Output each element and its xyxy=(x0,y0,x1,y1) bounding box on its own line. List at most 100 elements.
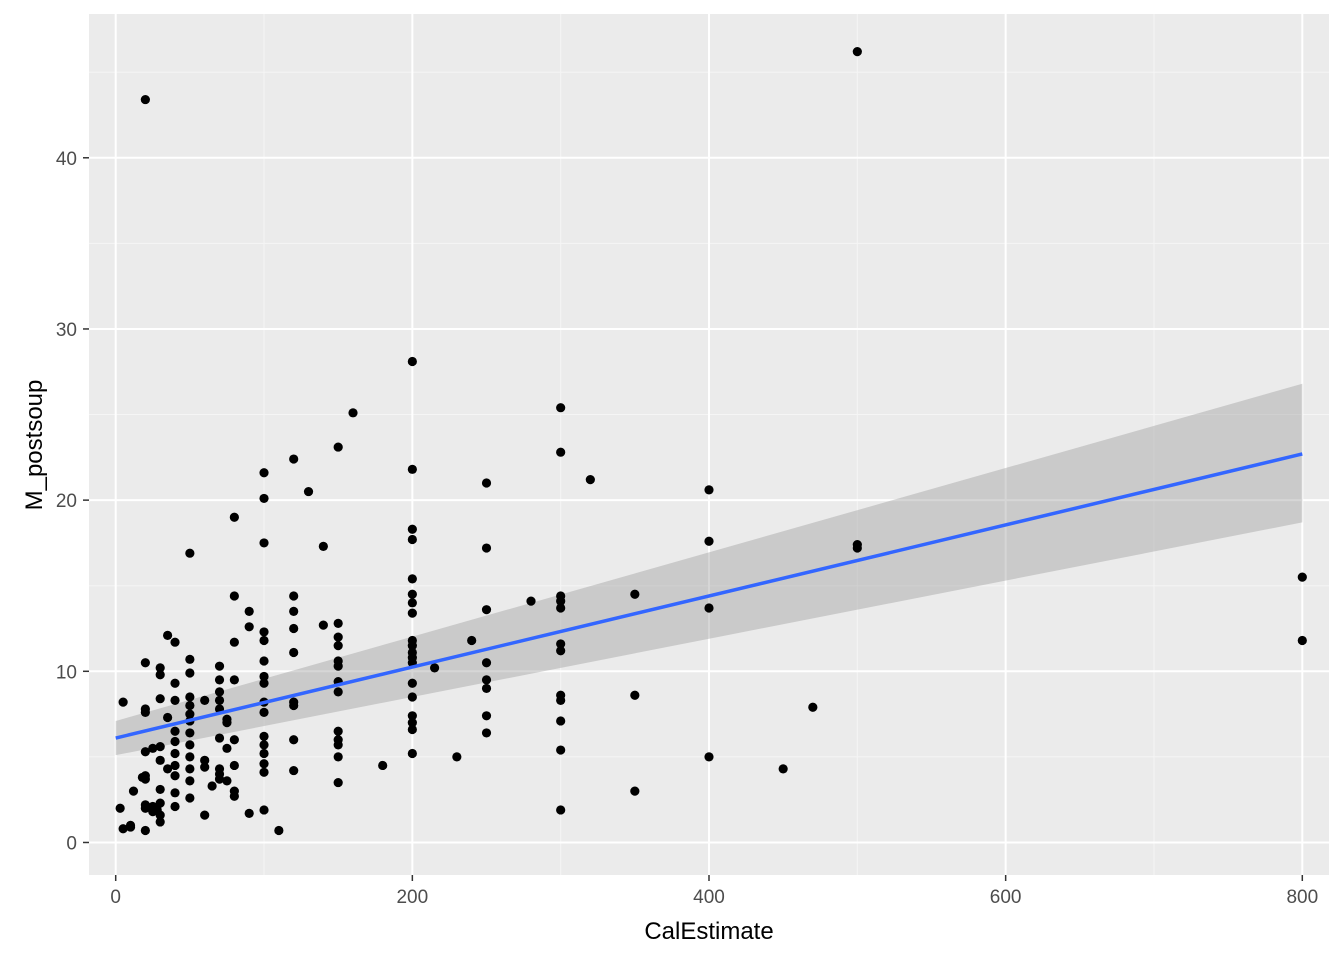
data-point xyxy=(185,654,195,664)
data-point xyxy=(481,543,492,553)
data-point xyxy=(289,647,299,658)
data-point xyxy=(140,803,150,813)
data-point xyxy=(556,805,566,815)
data-point xyxy=(229,760,239,771)
data-point xyxy=(333,726,343,736)
data-point xyxy=(407,678,417,688)
data-point xyxy=(155,670,165,680)
data-point xyxy=(274,825,284,836)
data-point xyxy=(630,786,640,796)
data-point xyxy=(155,694,165,704)
data-point xyxy=(407,598,417,608)
data-point xyxy=(852,47,862,57)
data-point xyxy=(407,534,417,545)
data-point xyxy=(259,635,269,646)
data-point xyxy=(289,606,299,616)
data-point xyxy=(222,718,232,728)
data-point xyxy=(137,772,147,783)
data-point xyxy=(259,740,269,750)
data-point xyxy=(407,711,417,721)
data-point xyxy=(1297,635,1307,646)
data-point xyxy=(481,711,492,721)
data-point xyxy=(214,733,225,743)
data-point xyxy=(259,627,269,637)
data-point xyxy=(170,736,180,747)
data-point xyxy=(185,692,195,702)
data-point xyxy=(556,745,566,755)
data-point xyxy=(229,512,239,522)
x-tick-label: 800 xyxy=(1286,887,1318,908)
data-point xyxy=(289,454,299,464)
data-point xyxy=(407,524,417,534)
data-point xyxy=(704,536,714,546)
data-point xyxy=(140,707,150,717)
x-axis-ticks: 0 200 400 600 800 xyxy=(110,875,1318,908)
data-point xyxy=(259,805,269,815)
x-tick-label: 0 xyxy=(110,887,121,908)
data-point xyxy=(259,759,269,769)
data-point xyxy=(229,791,239,801)
data-point xyxy=(481,683,492,694)
data-point xyxy=(259,493,269,504)
data-point xyxy=(318,620,328,630)
data-point xyxy=(407,718,417,728)
data-point xyxy=(200,695,210,706)
data-point xyxy=(170,678,180,688)
regression-line xyxy=(115,452,1303,740)
data-point xyxy=(244,606,254,616)
x-axis-title: CalEstimate xyxy=(644,918,773,945)
data-point xyxy=(118,824,128,834)
data-point xyxy=(125,822,136,832)
data-point xyxy=(303,486,314,497)
data-point xyxy=(289,623,299,634)
data-point xyxy=(185,764,195,774)
data-point xyxy=(378,760,388,771)
data-point xyxy=(155,742,165,752)
data-point xyxy=(556,646,566,656)
data-point xyxy=(259,671,269,682)
data-point xyxy=(214,695,225,706)
regression-line-layer xyxy=(115,452,1303,740)
data-point xyxy=(481,675,492,685)
data-point xyxy=(170,788,180,798)
data-point xyxy=(407,574,417,584)
data-point xyxy=(229,637,239,647)
x-tick-label: 400 xyxy=(693,887,725,908)
data-point xyxy=(155,663,165,673)
data-point xyxy=(155,784,165,795)
data-point xyxy=(407,608,417,618)
data-point xyxy=(407,589,417,599)
data-point xyxy=(630,589,640,599)
data-point xyxy=(222,743,232,753)
data-point xyxy=(333,752,343,762)
data-point xyxy=(348,408,358,418)
data-point xyxy=(289,591,299,601)
y-tick-label: 30 xyxy=(56,320,77,341)
data-point xyxy=(852,543,862,553)
data-point xyxy=(185,700,195,711)
data-point xyxy=(289,735,299,745)
data-point xyxy=(170,637,180,647)
data-point xyxy=(140,94,150,105)
data-point xyxy=(556,596,566,606)
data-point xyxy=(155,817,165,827)
y-tick-label: 20 xyxy=(56,491,77,512)
data-point xyxy=(128,786,139,796)
y-axis-ticks: 0 10 20 30 40 xyxy=(56,149,89,854)
data-point xyxy=(200,755,210,765)
data-point xyxy=(163,712,173,723)
data-point xyxy=(333,618,343,628)
data-point xyxy=(556,716,566,726)
data-point xyxy=(429,663,440,673)
data-point xyxy=(481,478,492,488)
data-point xyxy=(185,776,195,786)
data-point xyxy=(259,678,269,688)
data-point xyxy=(259,731,269,741)
data-point xyxy=(333,777,343,788)
data-point xyxy=(155,798,165,808)
data-point xyxy=(222,776,232,786)
data-point xyxy=(170,695,180,706)
data-point xyxy=(556,403,566,413)
data-point xyxy=(259,468,269,478)
